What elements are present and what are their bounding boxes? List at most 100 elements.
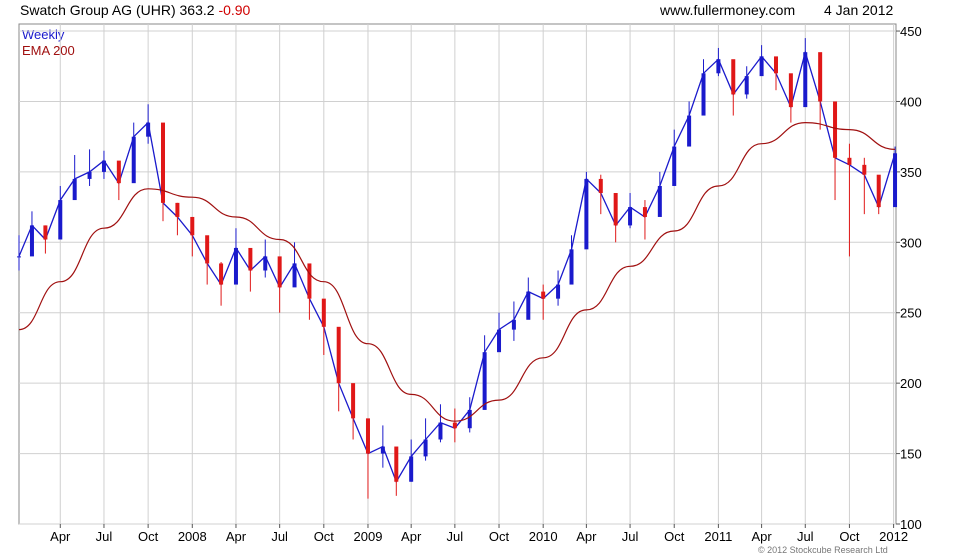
price-candle <box>394 446 399 482</box>
x-tick-label: 2009 <box>354 529 383 544</box>
price-candle <box>87 171 92 179</box>
price-candle <box>788 73 793 108</box>
price-candle <box>307 263 312 299</box>
price-candle <box>190 216 195 236</box>
price-candle <box>365 418 370 454</box>
last-price: 363.2 <box>179 2 215 18</box>
chart-date: 4 Jan 2012 <box>824 2 894 18</box>
price-candle <box>541 291 546 299</box>
x-tick-label: 2008 <box>178 529 207 544</box>
y-tick-label: 450 <box>900 24 922 39</box>
price-candle <box>146 122 151 137</box>
x-tick-label: Jul <box>622 529 639 544</box>
price-candle <box>744 76 749 95</box>
price-candle <box>438 422 443 440</box>
x-tick-label: Apr <box>401 529 422 544</box>
x-tick-label: Jul <box>96 529 113 544</box>
price-candle <box>818 52 823 102</box>
y-tick-label: 350 <box>900 165 922 180</box>
price-candle <box>467 409 472 429</box>
price-candle <box>29 225 34 257</box>
series-weekly-line <box>18 49 896 484</box>
price-candle <box>716 59 721 74</box>
x-axis: Apr Jul Oct 2008 Apr Jul Oct 2009 Apr Jul Oct 2010 A… <box>50 524 908 544</box>
price-candle <box>731 59 736 95</box>
price-candle <box>759 56 764 77</box>
price-candle <box>43 225 48 240</box>
price-candle <box>584 178 589 250</box>
plot-frame <box>18 23 897 525</box>
price-candle <box>336 326 341 384</box>
price-candle <box>511 319 516 330</box>
x-tick-label: Jul <box>271 529 288 544</box>
x-tick-label: Apr <box>751 529 772 544</box>
x-tick-label: 2012 <box>879 529 908 544</box>
price-candle <box>773 56 778 74</box>
price-candle <box>58 200 63 240</box>
x-tick-label: Apr <box>576 529 597 544</box>
price-candle <box>628 207 633 226</box>
y-tick-label: 100 <box>900 517 922 532</box>
price-candle <box>556 284 561 299</box>
price-candle <box>497 329 502 353</box>
y-tick-label: 150 <box>900 447 922 462</box>
price-candle <box>569 249 574 285</box>
price-candle <box>277 256 282 288</box>
price-candle <box>321 298 326 327</box>
y-tick-label: 250 <box>900 306 922 321</box>
price-candle <box>701 73 706 116</box>
price-candle <box>452 422 457 429</box>
price-candle <box>423 439 428 457</box>
price-candle <box>175 202 180 217</box>
price-change: -0.90 <box>218 2 251 18</box>
price-candle <box>526 291 531 320</box>
price-candle <box>409 456 414 482</box>
chart-title: Swatch Group AG (UHR) 363.2 -0.90 <box>20 2 250 18</box>
x-tick-label: Oct <box>138 529 159 544</box>
price-candle <box>847 157 852 165</box>
price-candle <box>876 174 881 208</box>
price-candle <box>672 146 677 186</box>
price-candle <box>72 178 77 201</box>
x-tick-label: Jul <box>447 529 464 544</box>
price-candle <box>803 52 808 108</box>
price-candle <box>657 185 662 217</box>
price-candle <box>292 263 297 288</box>
price-candle <box>101 160 106 172</box>
price-candle <box>263 256 268 271</box>
x-tick-label: Oct <box>839 529 860 544</box>
price-candle <box>598 178 603 194</box>
copyright-note: © 2012 Stockcube Research Ltd <box>758 545 888 555</box>
grid-lines <box>19 24 896 525</box>
site-link[interactable]: www.fullermoney.com <box>660 2 796 18</box>
series-ema200-line <box>18 121 896 422</box>
y-axis: 100 150 200 250 300 350 400 450 <box>896 24 922 532</box>
price-candle <box>893 153 898 208</box>
price-candle <box>116 160 121 184</box>
price-candle <box>862 164 867 175</box>
x-tick-label: Apr <box>50 529 71 544</box>
x-tick-label: Apr <box>226 529 247 544</box>
price-candle <box>642 207 647 217</box>
price-candle <box>833 101 838 158</box>
price-candle <box>219 263 224 285</box>
y-tick-label: 300 <box>900 235 922 250</box>
x-tick-label: 2011 <box>704 529 732 544</box>
price-candle <box>131 136 136 184</box>
price-candle <box>482 352 487 410</box>
x-tick-label: Jul <box>797 529 814 544</box>
series-weekly-bars <box>17 38 898 499</box>
price-candle <box>613 193 618 226</box>
price-candle <box>233 247 238 285</box>
x-tick-label: Oct <box>314 529 335 544</box>
price-candle <box>248 247 253 271</box>
price-candle <box>351 383 356 419</box>
x-tick-label: Oct <box>664 529 685 544</box>
price-candle <box>17 256 21 258</box>
instrument-name: Swatch Group AG (UHR) <box>20 2 176 18</box>
y-tick-label: 400 <box>900 94 922 109</box>
price-candle <box>205 235 210 264</box>
price-candle <box>687 115 692 147</box>
x-tick-label: Oct <box>489 529 510 544</box>
